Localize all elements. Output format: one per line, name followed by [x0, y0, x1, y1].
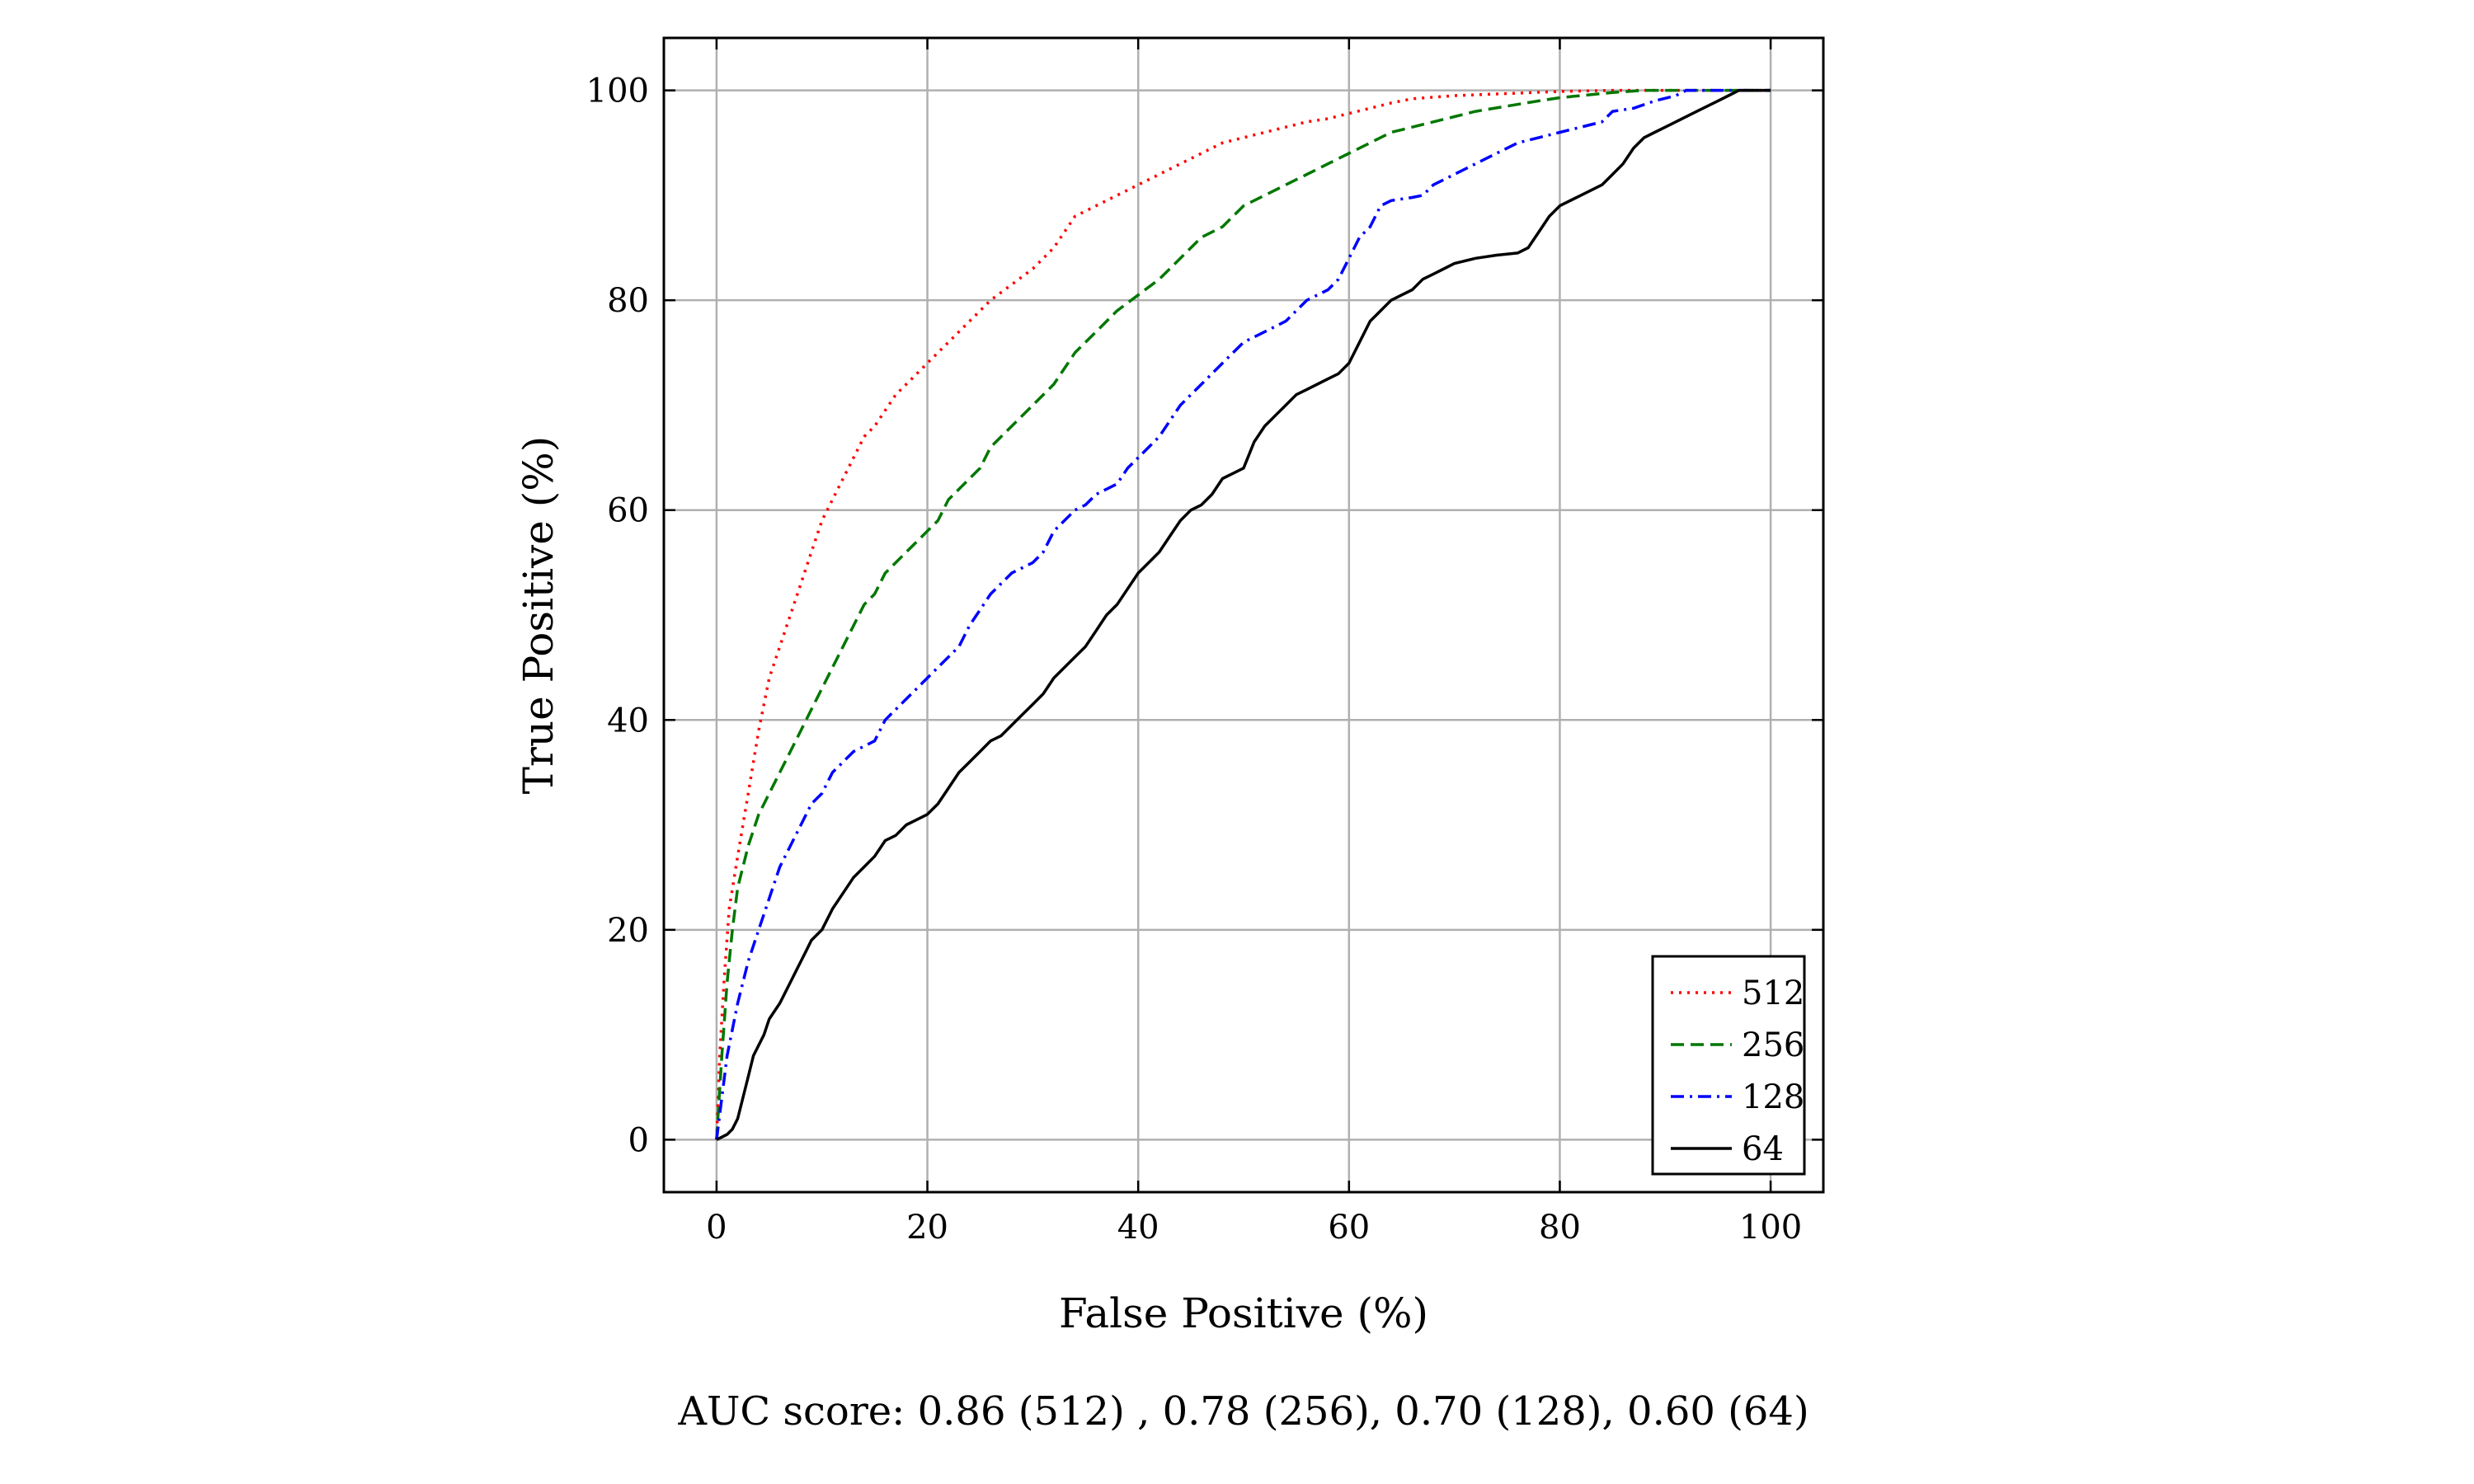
y-tick-label: 100	[586, 73, 649, 110]
legend-label-512: 512	[1742, 974, 1804, 1012]
y-tick-label: 40	[607, 702, 649, 740]
x-tick-label: 100	[1739, 1209, 1802, 1247]
series-line-128	[715, 88, 1771, 1140]
legend-label-64: 64	[1742, 1130, 1784, 1168]
series-line-64	[716, 88, 1771, 1141]
legend-label-128: 128	[1742, 1078, 1804, 1116]
legend-label-256: 256	[1742, 1026, 1804, 1064]
series-lines	[715, 88, 1771, 1141]
x-tick-label: 20	[906, 1209, 948, 1247]
y-tick-label: 0	[628, 1121, 649, 1159]
tick-labels: 0 20 40 60 80 100 0 20 40 60 80 100	[586, 73, 1803, 1247]
axis-ticks	[664, 38, 1823, 1192]
y-tick-label: 20	[607, 912, 649, 950]
series-line-256	[715, 88, 1771, 1140]
y-axis-label: True Positive (%)	[515, 436, 562, 795]
x-tick-label: 0	[706, 1209, 727, 1247]
x-tick-label: 60	[1328, 1209, 1370, 1247]
plot-frame	[662, 36, 1825, 1194]
grid-lines	[664, 38, 1823, 1192]
x-tick-label: 40	[1117, 1209, 1159, 1247]
x-axis-label: False Positive (%)	[1059, 1289, 1428, 1337]
legend-items: 512 256 128 64	[1671, 974, 1804, 1168]
x-tick-label: 80	[1539, 1209, 1581, 1247]
auc-caption: AUC score: 0.86 (512) , 0.78 (256), 0.70…	[677, 1388, 1808, 1435]
legend: 512 256 128 64	[1651, 955, 1806, 1176]
y-tick-label: 80	[607, 282, 649, 320]
series-line-512	[715, 88, 1771, 1140]
y-tick-label: 60	[607, 492, 649, 530]
